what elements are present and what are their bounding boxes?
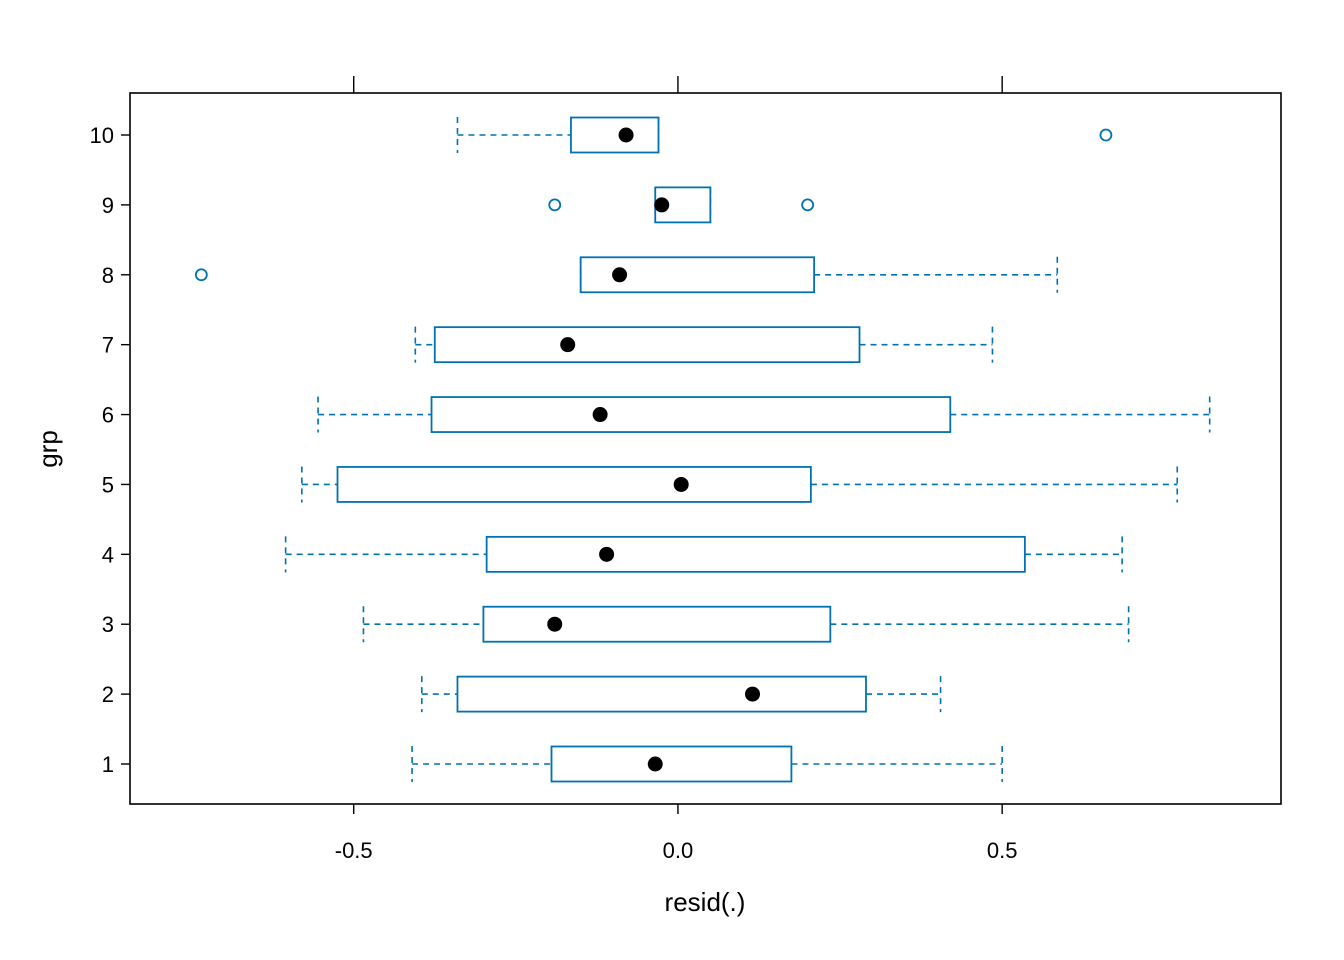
plot-frame xyxy=(129,92,1282,805)
outlier-point xyxy=(194,268,208,282)
plot-layer xyxy=(194,116,1211,783)
median-dot xyxy=(745,686,761,702)
y-tick-label: 4 xyxy=(102,542,114,567)
y-tick-label: 2 xyxy=(102,682,114,707)
box-group-9 xyxy=(548,186,815,224)
outlier-point xyxy=(548,198,562,212)
box-group-10 xyxy=(456,116,1113,154)
box xyxy=(482,605,832,643)
y-tick-label: 1 xyxy=(102,752,114,777)
box-group-2 xyxy=(421,675,942,713)
y-tick-label: 5 xyxy=(102,472,114,497)
box-group-3 xyxy=(362,605,1130,643)
y-tick-label: 7 xyxy=(102,333,114,358)
median-dot xyxy=(673,476,689,492)
x-axis-title: resid(.) xyxy=(665,887,746,917)
median-dot xyxy=(592,407,608,423)
median-dot xyxy=(560,337,576,353)
y-tick-label: 3 xyxy=(102,612,114,637)
median-dot xyxy=(654,197,670,213)
axes-layer: 1 2 3 4 5 6 7 8 9 10 -0.5 0.0 0.5 xyxy=(90,76,1018,863)
x-tick-label: -0.5 xyxy=(335,838,373,863)
box xyxy=(456,675,867,713)
y-tick-label: 10 xyxy=(90,123,114,148)
box-group-4 xyxy=(284,535,1123,573)
y-axis-title: grp xyxy=(33,430,63,468)
median-dot xyxy=(612,267,628,283)
box-group-7 xyxy=(414,326,994,364)
median-dot xyxy=(618,127,634,143)
median-dot xyxy=(599,546,615,562)
box-group-1 xyxy=(411,745,1003,783)
box xyxy=(433,326,861,364)
outlier-point xyxy=(801,198,815,212)
box-group-5 xyxy=(301,466,1179,503)
box xyxy=(336,466,812,503)
box xyxy=(550,745,793,783)
y-tick-label: 8 xyxy=(102,263,114,288)
box xyxy=(430,396,952,433)
box-group-6 xyxy=(317,396,1211,433)
x-tick-label: 0.0 xyxy=(663,838,694,863)
box-group-8 xyxy=(194,256,1059,294)
median-dot xyxy=(547,616,563,632)
box xyxy=(485,535,1026,573)
x-tick-label: 0.5 xyxy=(987,838,1018,863)
outlier-point xyxy=(1099,128,1113,142)
y-tick-label: 9 xyxy=(102,193,114,218)
median-dot xyxy=(647,756,663,772)
y-tick-label: 6 xyxy=(102,403,114,428)
box xyxy=(570,116,660,154)
